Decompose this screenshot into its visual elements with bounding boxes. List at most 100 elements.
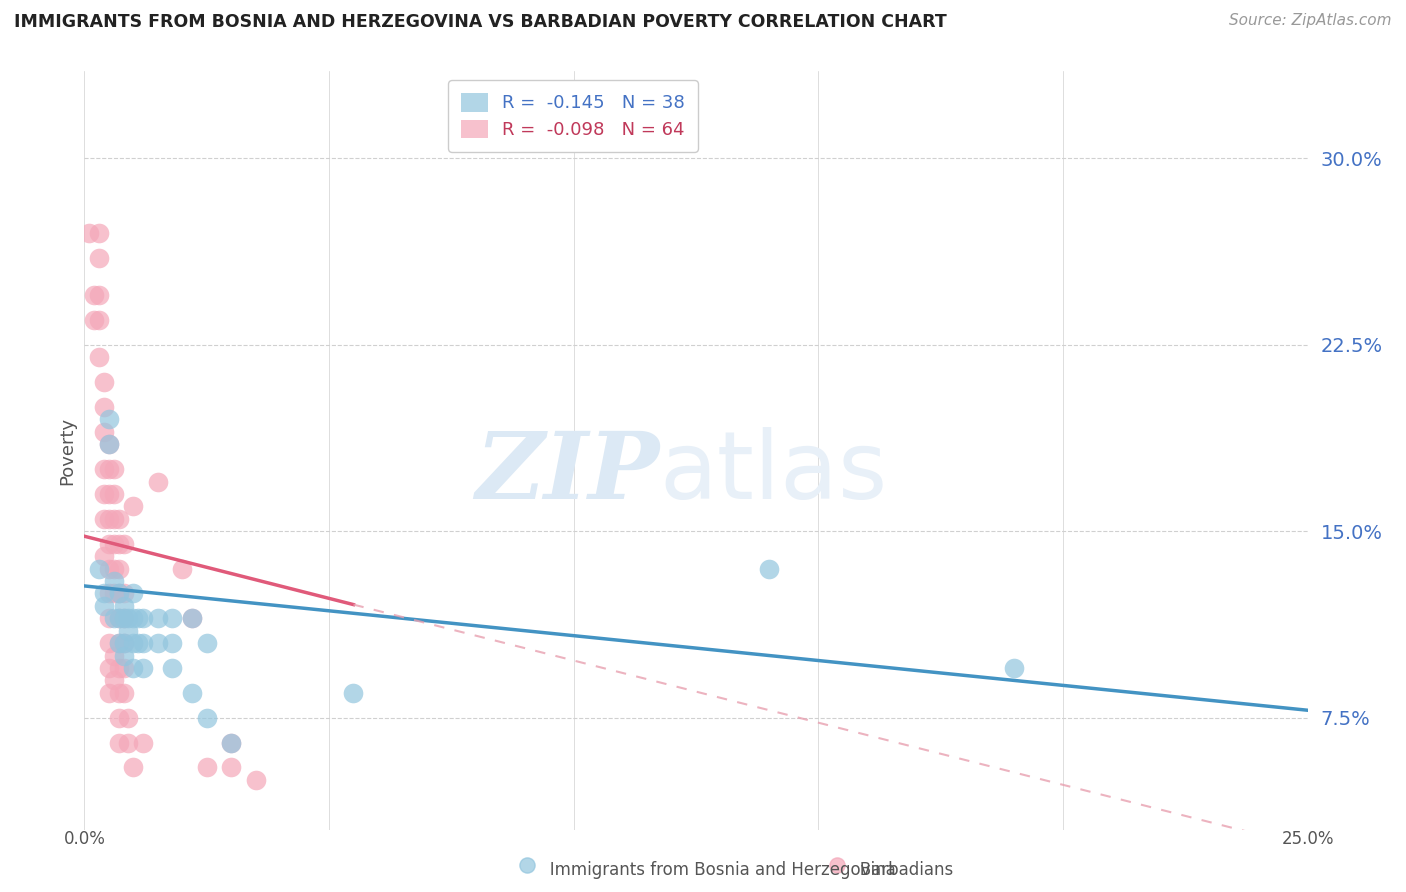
Point (107, 735, 129, 749)
Point (77, 226, 100, 240)
Point (112, 586, 135, 600)
Point (245, 772, 267, 787)
Point (132, 735, 155, 749)
Text: 25.0%: 25.0% (1281, 830, 1334, 847)
Point (112, 611, 135, 625)
Point (87, 226, 110, 240)
Text: atlas: atlas (659, 427, 887, 519)
Point (107, 611, 129, 625)
Point (93, 549, 115, 563)
Point (107, 611, 129, 625)
Point (181, 686, 204, 700)
Point (162, 661, 184, 675)
Point (103, 512, 125, 526)
Text: 0.0%: 0.0% (63, 830, 105, 847)
Point (181, 611, 204, 625)
Point (97, 437, 120, 451)
Point (83, 288, 105, 302)
Point (122, 760, 145, 774)
Text: Source: ZipAtlas.com: Source: ZipAtlas.com (1229, 13, 1392, 29)
Y-axis label: Poverty: Poverty (58, 417, 76, 484)
Point (122, 661, 145, 675)
Point (117, 735, 139, 749)
Point (112, 636, 135, 650)
Point (93, 375, 115, 389)
Point (103, 673, 125, 688)
Point (122, 586, 145, 600)
Point (93, 599, 115, 613)
Point (162, 611, 184, 625)
Point (97, 636, 120, 650)
Point (97, 462, 120, 476)
Point (107, 537, 129, 551)
Point (107, 586, 129, 600)
Point (112, 599, 135, 613)
Point (87, 251, 110, 265)
Point (112, 648, 135, 663)
Text: Immigrants from Bosnia and Herzegovina: Immigrants from Bosnia and Herzegovina (534, 861, 896, 879)
Point (107, 711, 129, 725)
Point (87, 561, 110, 575)
Point (146, 611, 169, 625)
Point (107, 636, 129, 650)
Point (103, 586, 125, 600)
Point (172, 561, 194, 575)
Point (132, 661, 155, 675)
Text: Barbadians: Barbadians (844, 861, 953, 879)
Point (103, 561, 125, 575)
Point (1002, 661, 1025, 675)
Point (127, 611, 149, 625)
Point (112, 537, 135, 551)
Point (107, 512, 129, 526)
Point (97, 537, 120, 551)
Point (132, 611, 155, 625)
Point (103, 487, 125, 501)
Point (219, 760, 242, 774)
Point (107, 586, 129, 600)
Point (103, 462, 125, 476)
Point (112, 661, 135, 675)
Point (122, 636, 145, 650)
Point (87, 288, 110, 302)
Point (97, 611, 120, 625)
Point (162, 636, 184, 650)
Point (97, 412, 120, 426)
Point (97, 586, 120, 600)
Point (342, 686, 364, 700)
Point (107, 686, 129, 700)
Point (103, 648, 125, 663)
Point (112, 611, 135, 625)
Point (107, 561, 129, 575)
Point (93, 425, 115, 439)
Text: IMMIGRANTS FROM BOSNIA AND HERZEGOVINA VS BARBADIAN POVERTY CORRELATION CHART: IMMIGRANTS FROM BOSNIA AND HERZEGOVINA V… (14, 13, 946, 31)
Point (93, 487, 115, 501)
Point (103, 537, 125, 551)
Point (127, 636, 149, 650)
Point (117, 624, 139, 638)
Point (132, 636, 155, 650)
Point (93, 512, 115, 526)
Point (103, 611, 125, 625)
Text: ZIP: ZIP (475, 428, 659, 518)
Point (97, 487, 120, 501)
Point (195, 636, 218, 650)
Point (93, 586, 115, 600)
Point (758, 561, 780, 575)
Point (195, 760, 218, 774)
Point (112, 686, 135, 700)
Point (107, 661, 129, 675)
Point (93, 462, 115, 476)
Point (87, 350, 110, 364)
Point (117, 611, 139, 625)
Point (97, 437, 120, 451)
Point (122, 500, 145, 514)
Point (219, 735, 242, 749)
Legend: R =  -0.145   N = 38, R =  -0.098   N = 64: R = -0.145 N = 38, R = -0.098 N = 64 (449, 80, 697, 152)
Point (112, 636, 135, 650)
Point (103, 574, 125, 588)
Point (107, 636, 129, 650)
Point (97, 561, 120, 575)
Point (117, 711, 139, 725)
Point (219, 735, 242, 749)
Point (181, 611, 204, 625)
